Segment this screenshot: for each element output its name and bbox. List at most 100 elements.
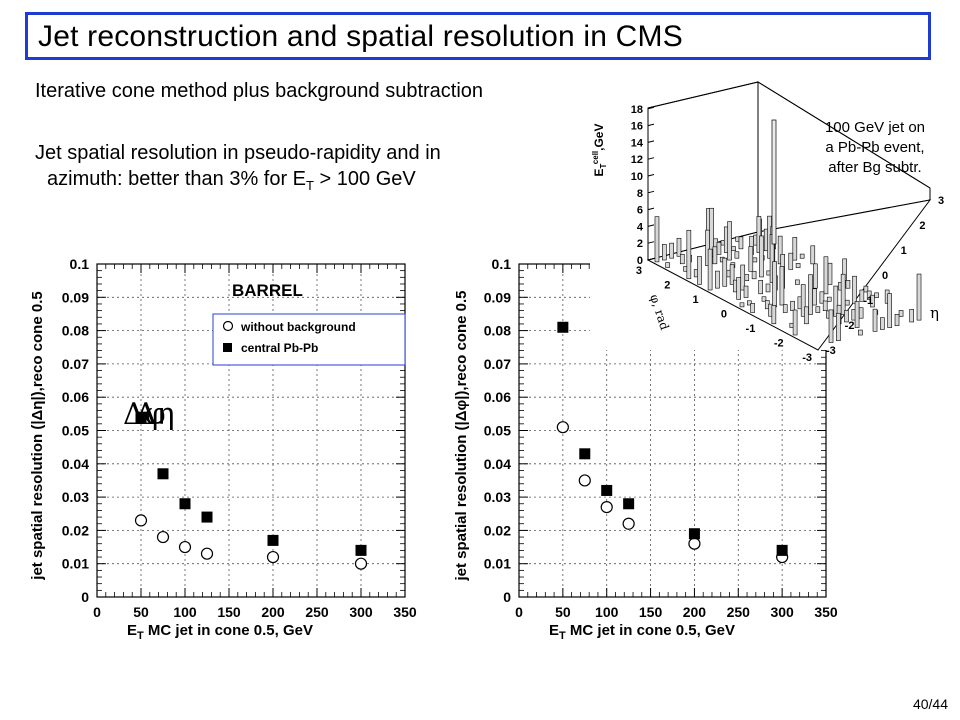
subtitle-method: Iterative cone method plus background su… xyxy=(35,80,484,102)
lego-bar xyxy=(736,276,741,300)
lego-bar xyxy=(779,266,785,306)
y-tick-label: 0.09 xyxy=(484,289,511,305)
lego-bar xyxy=(823,256,829,295)
x-axis-label: ET MC jet in cone 0.5, GeV xyxy=(549,622,735,642)
lego-bar xyxy=(756,216,762,253)
y-axis-label: jet spatial resolution (|Δη|),reco cone … xyxy=(29,291,46,580)
data-point-open-circle xyxy=(600,500,613,514)
x-tick-label: 0 xyxy=(93,604,101,620)
lego-bar xyxy=(777,235,783,265)
lego-bar xyxy=(799,253,805,259)
lego-bar xyxy=(840,273,846,315)
lego-eta-tick-label: -3 xyxy=(826,345,836,357)
lego-bar xyxy=(716,242,722,255)
lego-bar xyxy=(863,285,869,293)
lego-bar xyxy=(858,307,864,319)
legend-frame xyxy=(212,313,406,366)
data-point-open-circle xyxy=(156,530,170,544)
lego-eta-tick-label: -2 xyxy=(845,320,855,332)
data-point-open-circle xyxy=(266,550,280,564)
plot-dphi: 0 50 100 150 200 250 300 35000.010.020.030.040.… xyxy=(123,256,838,642)
lego-bar xyxy=(771,305,777,325)
lego-bar xyxy=(795,263,801,268)
lego-z-tick xyxy=(647,258,655,261)
lego-bar xyxy=(731,246,736,252)
y-tick-label: 0.08 xyxy=(484,323,511,339)
lego-bar xyxy=(810,245,816,265)
data-point-filled-square xyxy=(267,534,279,546)
lego-bar xyxy=(827,262,833,285)
lego-bar xyxy=(759,235,764,278)
lego-z-tick xyxy=(647,174,655,177)
lego-bar xyxy=(739,302,745,308)
lego-bar xyxy=(738,236,744,250)
lego-z-tick-label: 4 xyxy=(637,221,644,233)
lego-bar xyxy=(804,306,809,325)
y-tick-label: 0.06 xyxy=(62,389,89,405)
lego-bar xyxy=(836,312,841,341)
lego-bar xyxy=(872,308,878,332)
y-tick-label: 0.01 xyxy=(62,556,89,572)
lego-bar xyxy=(665,262,670,268)
y-tick-label: 0.05 xyxy=(62,423,89,439)
lego-bar xyxy=(679,253,685,265)
y-tick-label: 0 xyxy=(81,589,89,605)
lego-z-tick-label: 18 xyxy=(631,104,643,116)
lego-z-tick-label: 10 xyxy=(631,171,643,183)
lego-z-tick xyxy=(647,157,655,160)
lego-bar xyxy=(894,313,900,327)
y-tick-label: 0.1 xyxy=(70,256,90,272)
x-tick-label: 200 xyxy=(683,604,707,620)
lego-bar xyxy=(813,263,818,289)
lego-bar xyxy=(782,304,788,313)
lego-bar xyxy=(854,301,860,328)
annotation-dphi: Δφ xyxy=(123,397,166,432)
lego-bar xyxy=(734,251,740,259)
resolution-statement: Jet spatial resolution in pseudo-rapidit… xyxy=(35,140,441,199)
lego-bar xyxy=(744,274,750,281)
lego-bar xyxy=(859,289,865,302)
lego-bar xyxy=(669,242,674,259)
data-point-open-circle xyxy=(134,514,148,527)
y-tick-label: 0.02 xyxy=(484,522,511,538)
lego-bar xyxy=(808,274,813,315)
y-tick-label: 0.05 xyxy=(484,423,511,439)
lego-z-tick-label: 0 xyxy=(637,255,643,267)
lego-z-tick xyxy=(647,207,655,211)
lego-eta-tick-label: -1 xyxy=(863,295,873,307)
x-tick-label: 150 xyxy=(217,604,241,620)
page-number: 40/44 xyxy=(912,696,948,712)
data-point-filled-square xyxy=(179,498,191,510)
resolution-line-2: azimuth: better than 3% for ET > 100 GeV xyxy=(47,168,416,193)
lego-bar xyxy=(751,270,757,280)
lego-bar xyxy=(815,306,821,313)
lego-bar xyxy=(662,244,667,261)
lego-jet-spike xyxy=(771,119,777,245)
lego-bar xyxy=(676,237,682,257)
legend-box: without background central Pb-Pb xyxy=(212,313,406,366)
x-tick-label: 50 xyxy=(133,604,149,620)
data-point-filled-square xyxy=(157,468,169,480)
lego-bar xyxy=(729,264,735,285)
data-point-filled-square xyxy=(623,498,635,510)
lego-bar xyxy=(792,237,798,261)
lego-phi-tick-label: -2 xyxy=(774,338,784,350)
x-tick-label: 250 xyxy=(305,604,329,620)
inset-caption: 100 GeV jet on a Pb-Pb event, after Bg s… xyxy=(800,118,950,178)
lego-z-tick xyxy=(647,224,655,227)
x-tick-label: 100 xyxy=(595,604,619,620)
y-tick-label: 0.04 xyxy=(62,456,89,472)
lego-bar xyxy=(844,310,849,323)
y-tick-label: 0.04 xyxy=(484,456,511,472)
lego-phi-tick-label: 0 xyxy=(721,309,727,321)
lego-eta-tick-label: 3 xyxy=(938,195,944,207)
lego-back-wall-left xyxy=(647,81,759,261)
lego-bar xyxy=(812,288,817,306)
y-tick-label: 0.07 xyxy=(62,356,89,372)
x-tick-label: 0 xyxy=(515,604,523,620)
x-tick-label: 350 xyxy=(814,604,838,620)
y-tick-label: 0.09 xyxy=(62,289,89,305)
resolution-line-1: Jet spatial resolution in pseudo-rapidit… xyxy=(35,142,441,164)
lego-top-edge xyxy=(647,81,759,109)
